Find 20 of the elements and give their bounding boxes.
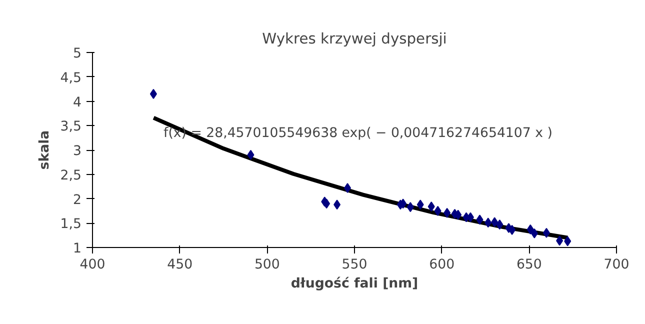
x-tick-label: 500 xyxy=(254,258,280,272)
x-tick-label: 550 xyxy=(342,258,368,272)
y-tick-label: 4,5 xyxy=(60,70,82,86)
y-tick-label: 4 xyxy=(73,95,82,110)
x-tick-label: 400 xyxy=(80,258,106,272)
x-axis-title: długość fali [nm] xyxy=(290,276,418,292)
x-tick-label: 650 xyxy=(516,258,542,272)
y-axis-title: skala xyxy=(37,130,52,170)
y-tick-label: 1,5 xyxy=(60,217,82,232)
y-tick-label: 2,5 xyxy=(60,168,82,184)
annotation: f(x) = 28,4570105549638 exp( − 0,004716274654107 x ) xyxy=(164,126,552,141)
x-tick-label: 450 xyxy=(167,258,193,272)
chart-title: Wykres krzywej dyspersji xyxy=(262,30,447,48)
y-tick-label: 3,5 xyxy=(60,120,82,135)
x-tick-label: 600 xyxy=(429,258,455,272)
y-tick-label: 5 xyxy=(73,46,82,62)
x-tick-label: 700 xyxy=(604,258,630,272)
y-tick-label: 3 xyxy=(73,144,82,159)
y-tick-label: 1 xyxy=(73,242,82,256)
y-tick-label: 2 xyxy=(73,192,82,208)
